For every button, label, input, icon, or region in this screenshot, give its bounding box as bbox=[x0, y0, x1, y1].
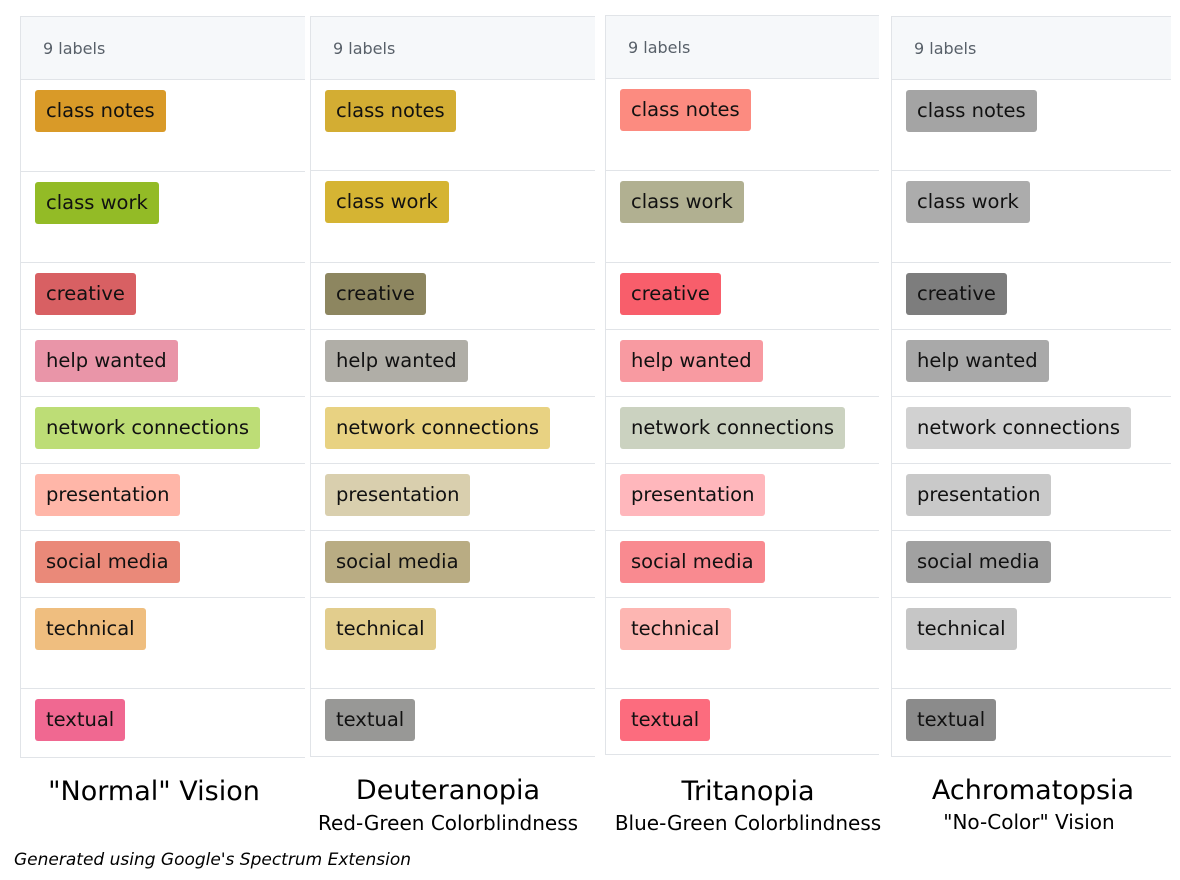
panel-tritanopia: 9 labels class notes class work creative… bbox=[605, 15, 879, 755]
label-row: social media bbox=[606, 531, 879, 598]
footer-note: Generated using Google's Spectrum Extens… bbox=[14, 850, 411, 870]
label-chip[interactable]: creative bbox=[325, 273, 426, 315]
label-row: help wanted bbox=[892, 330, 1171, 397]
label-row: presentation bbox=[311, 464, 595, 531]
label-row: network connections bbox=[606, 397, 879, 464]
label-chip[interactable]: technical bbox=[325, 608, 436, 650]
label-chip[interactable]: class work bbox=[620, 181, 744, 223]
label-row: creative bbox=[311, 263, 595, 330]
label-chip[interactable]: social media bbox=[620, 541, 765, 583]
label-chip[interactable]: presentation bbox=[620, 474, 765, 516]
label-row: network connections bbox=[311, 397, 595, 464]
label-row: help wanted bbox=[21, 330, 305, 397]
label-chip[interactable]: help wanted bbox=[906, 340, 1049, 382]
label-chip[interactable]: network connections bbox=[620, 407, 845, 449]
label-chip[interactable]: textual bbox=[906, 699, 996, 741]
label-chip[interactable]: class notes bbox=[325, 90, 456, 132]
label-row: social media bbox=[21, 531, 305, 598]
labels-header: 9 labels bbox=[892, 16, 1171, 80]
label-row: technical bbox=[311, 598, 595, 689]
label-row: presentation bbox=[21, 464, 305, 531]
label-count: 9 labels bbox=[914, 39, 976, 58]
label-row: network connections bbox=[892, 397, 1171, 464]
label-row: help wanted bbox=[606, 330, 879, 397]
label-chip[interactable]: class work bbox=[325, 181, 449, 223]
caption-deuteranopia-title: Deuteranopia bbox=[310, 775, 586, 806]
label-chip[interactable]: help wanted bbox=[325, 340, 468, 382]
label-row: class work bbox=[606, 171, 879, 263]
label-row: presentation bbox=[606, 464, 879, 531]
labels-header: 9 labels bbox=[606, 15, 879, 79]
label-row: social media bbox=[311, 531, 595, 598]
panel-deuteranopia: 9 labels class notes class work creative… bbox=[310, 16, 595, 757]
label-chip[interactable]: textual bbox=[620, 699, 710, 741]
label-chip[interactable]: presentation bbox=[325, 474, 470, 516]
label-row: class work bbox=[892, 171, 1171, 263]
label-row: technical bbox=[21, 598, 305, 689]
label-chip[interactable]: network connections bbox=[325, 407, 550, 449]
label-row: social media bbox=[892, 531, 1171, 598]
label-row: help wanted bbox=[311, 330, 595, 397]
caption-deuteranopia-subtitle: Red-Green Colorblindness bbox=[306, 811, 590, 835]
label-row: presentation bbox=[892, 464, 1171, 531]
label-row: technical bbox=[606, 598, 879, 689]
label-row: class work bbox=[21, 172, 305, 263]
label-chip[interactable]: social media bbox=[325, 541, 470, 583]
label-chip[interactable]: technical bbox=[906, 608, 1017, 650]
caption-tritanopia-title: Tritanopia bbox=[610, 776, 886, 807]
label-chip[interactable]: class notes bbox=[620, 89, 751, 131]
label-chip[interactable]: class notes bbox=[906, 90, 1037, 132]
label-chip[interactable]: social media bbox=[906, 541, 1051, 583]
label-chip[interactable]: creative bbox=[906, 273, 1007, 315]
label-chip[interactable]: class work bbox=[906, 181, 1030, 223]
label-row: creative bbox=[892, 263, 1171, 330]
label-count: 9 labels bbox=[628, 38, 690, 57]
label-chip[interactable]: network connections bbox=[35, 407, 260, 449]
label-row: textual bbox=[892, 689, 1171, 757]
label-row: technical bbox=[892, 598, 1171, 689]
label-row: class notes bbox=[21, 80, 305, 172]
caption-normal-title: "Normal" Vision bbox=[14, 776, 294, 807]
label-row: textual bbox=[311, 689, 595, 757]
label-chip[interactable]: creative bbox=[620, 273, 721, 315]
labels-header: 9 labels bbox=[21, 16, 305, 80]
label-chip[interactable]: class notes bbox=[35, 90, 166, 132]
label-row: textual bbox=[21, 689, 305, 758]
label-chip[interactable]: help wanted bbox=[620, 340, 763, 382]
label-chip[interactable]: network connections bbox=[906, 407, 1131, 449]
label-row: class notes bbox=[892, 80, 1171, 171]
label-row: creative bbox=[606, 263, 879, 330]
label-chip[interactable]: technical bbox=[35, 608, 146, 650]
label-chip[interactable]: creative bbox=[35, 273, 136, 315]
label-count: 9 labels bbox=[333, 39, 395, 58]
label-row: class work bbox=[311, 171, 595, 263]
panel-normal-vision: 9 labels class notes class work creative… bbox=[20, 16, 305, 758]
labels-header: 9 labels bbox=[311, 16, 595, 80]
label-chip[interactable]: social media bbox=[35, 541, 180, 583]
label-chip[interactable]: help wanted bbox=[35, 340, 178, 382]
label-row: creative bbox=[21, 263, 305, 330]
label-row: network connections bbox=[21, 397, 305, 464]
label-chip[interactable]: technical bbox=[620, 608, 731, 650]
label-row: class notes bbox=[606, 79, 879, 171]
label-count: 9 labels bbox=[43, 39, 105, 58]
label-chip[interactable]: class work bbox=[35, 182, 159, 224]
label-row: textual bbox=[606, 689, 879, 755]
caption-tritanopia-subtitle: Blue-Green Colorblindness bbox=[606, 811, 890, 835]
label-chip[interactable]: textual bbox=[35, 699, 125, 741]
label-row: class notes bbox=[311, 80, 595, 171]
caption-achromatopsia-title: Achromatopsia bbox=[893, 775, 1173, 806]
label-chip[interactable]: textual bbox=[325, 699, 415, 741]
caption-achromatopsia-subtitle: "No-Color" Vision bbox=[887, 810, 1171, 834]
label-chip[interactable]: presentation bbox=[906, 474, 1051, 516]
label-chip[interactable]: presentation bbox=[35, 474, 180, 516]
panel-achromatopsia: 9 labels class notes class work creative… bbox=[891, 16, 1171, 757]
